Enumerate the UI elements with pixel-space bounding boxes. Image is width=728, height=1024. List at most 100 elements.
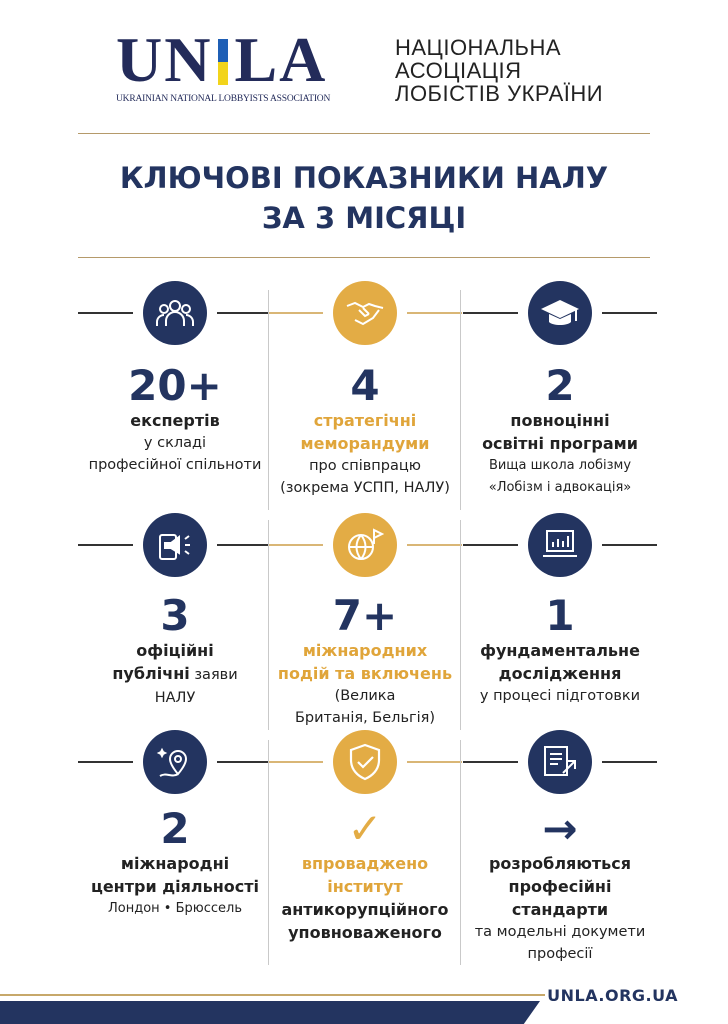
stat-text: Лондон • Брюссель [80,898,270,920]
stat-text-main: НАЛУ [154,690,196,706]
stat-text-main: меморандуми [300,434,430,453]
stat-text: антикорупційного [270,898,460,921]
stat-text-main: антикорупційного [281,900,449,919]
stat-text-main: розробляються [488,854,632,873]
stat-text-main: уповноваженого [288,923,442,942]
stat-value: 7+ [332,591,398,640]
row-line [602,544,657,546]
stat-text: дослідження [465,662,655,685]
stat-value: 20+ [128,361,222,410]
stat-text-main: офіційні [136,641,214,660]
row-line [602,312,657,314]
column-divider [460,520,461,730]
stat-text: у процесі підготовки [465,685,655,707]
row-line [268,312,323,314]
row-line [407,312,462,314]
row-line [217,312,272,314]
org-name: НАЦІОНАЛЬНА АСОЦІАЦІЯ ЛОБІСТІВ УКРАЇНИ [395,36,603,105]
logo-text-right: LA [234,24,328,95]
footer-url[interactable]: UNLA.ORG.UA [547,986,678,1005]
stat-text-main: «Лобізм і адвокація» [488,480,632,495]
stat-text: уповноваженого [270,921,460,944]
row-line [268,544,323,546]
stat-text-main: подій та включень [277,664,453,683]
footer-band [0,1001,540,1024]
stat-text-main: у процесі підготовки [479,688,641,704]
stat-text: у складі [80,432,270,454]
stat-text-main: інститут [327,877,403,896]
row-line [78,761,133,763]
row-line [463,761,518,763]
column-divider [460,740,461,965]
stat-text: розробляються [465,852,655,875]
stat-text: «Лобізм і адвокація» [465,477,655,499]
stat-text: фундаментальне [465,639,655,662]
stat-text-main: Вища школа лобізму [488,458,632,473]
divider [78,257,650,258]
logo-text-left: UN [116,24,213,95]
logo-tagline: UKRAINIAN NATIONAL LOBBYISTS ASSOCIATION [116,94,331,104]
stat-text: Вища школа лобізму [465,455,655,477]
row-line [602,761,657,763]
stat-text: повноцінні [465,409,655,432]
megaphone-icon [143,513,207,577]
stat-text: НАЛУ [80,687,270,709]
stat-text-main: у складі [143,435,207,451]
stat-text-main: дослідження [498,664,622,683]
stat-card: 2 міжнародні центри діяльності Лондон • Брю… [80,806,270,920]
stat-text-main: експертів [130,411,220,430]
stat-text: офіційні [80,639,270,662]
stat-text: меморандуми [270,432,460,455]
stat-text-main: (зокрема УСПП, НАЛУ) [280,480,450,496]
stat-text-main: впроваджено [301,854,429,873]
stat-text: (зокрема УСПП, НАЛУ) [270,477,460,499]
stat-value: 1 [545,591,575,640]
footer-gold-line [0,994,545,996]
stat-text: інститут [270,875,460,898]
stat-text-main: повноцінні [510,411,610,430]
stat-text: центри діяльності [80,875,270,898]
chart-laptop-icon [528,513,592,577]
stat-value: 4 [350,361,380,410]
stat-text: міжнародні [80,852,270,875]
unla-logo: UN LA UKRAINIAN NATIONAL LOBBYISTS ASSOCI… [116,24,346,105]
org-name-line: АСОЦІАЦІЯ [395,58,522,83]
stat-text: про співпрацю [270,455,460,477]
stat-card: 1 фундаментальне дослідження у процесі підг… [465,593,655,707]
stat-text: подій та включень [270,662,460,685]
column-divider [268,740,269,965]
stat-text: Британія, Бельгія) [270,707,460,729]
stat-value: 3 [160,591,190,640]
stat-text-main: стратегічні [313,411,417,430]
column-divider [460,290,461,510]
stat-text-main: Британія, Бельгія) [294,710,436,726]
row-line [268,761,323,763]
stat-text-main: та модельні докумети [474,924,646,940]
document-arrow-icon [528,730,592,794]
stat-text-main: міжнародних [302,641,428,660]
stat-text-main: (Велика [334,688,396,704]
divider [78,133,650,134]
stat-card: 20+ експертів у складі професійної спільнот… [80,363,270,476]
stat-card: 3 офіційні публічні заяви НАЛУ [80,593,270,709]
stat-text-main: професійні [508,877,612,896]
stat-text: професії [465,943,655,965]
stat-value: ✓ [347,804,383,853]
stat-text-main: міжнародні [120,854,230,873]
stat-text: освітні програми [465,432,655,455]
title-line: ЗА 3 МІСЯЦІ [261,201,467,235]
stat-text-main: професії [527,946,593,962]
row-line [407,761,462,763]
title-line: КЛЮЧОВІ ПОКАЗНИКИ НАЛУ [119,161,609,195]
flag-bar-icon [218,39,229,85]
stat-text-main: Лондон • Брюссель [108,901,242,916]
row-line [463,544,518,546]
stat-value: → [542,804,578,853]
stat-text: професійні [465,875,655,898]
column-divider [268,290,269,510]
page-title: КЛЮЧОВІ ПОКАЗНИКИ НАЛУ ЗА 3 МІСЯЦІ [0,158,728,238]
stat-card: ✓ впроваджено інститут антикорупційного упов… [270,806,460,944]
shield-check-icon [333,730,397,794]
stat-text: (Велика [270,685,460,707]
stat-text-tail: заяви [189,667,238,683]
